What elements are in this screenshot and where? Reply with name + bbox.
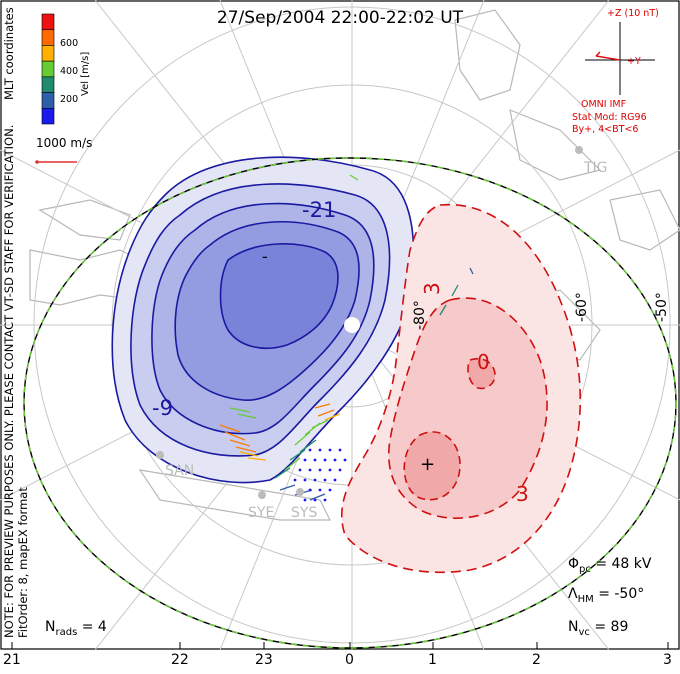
grid-dots: [293, 448, 347, 502]
imf-y-label: +Y: [627, 56, 641, 67]
station-label-sye: SYE: [248, 505, 275, 521]
contour-label-minus9: -9: [152, 396, 173, 420]
colorbar: [41, 13, 55, 125]
negative-min-marker: -: [262, 247, 268, 266]
positive-max-marker: +: [420, 454, 436, 475]
colorbar-swatch: [41, 60, 55, 78]
mlt-label-0: 0: [345, 652, 354, 668]
negative-potential-cell: [111, 156, 415, 484]
scale-vector-origin: [35, 160, 39, 164]
contour-label-plus3-top: 3: [420, 282, 444, 295]
station-label-sys: SYS: [291, 505, 318, 521]
colorbar-label: Vel [m/s]: [80, 51, 91, 96]
fit-note: FitOrder: 8, mapEX format: [16, 487, 30, 638]
colorbar-swatch: [41, 107, 55, 125]
coord-note: MLT coordinates: [2, 7, 16, 100]
mlt-label-2: 2: [532, 652, 541, 668]
contour-label-minus21: -21: [302, 198, 337, 222]
imf-model-1: Stat Mod: RG96: [572, 112, 647, 123]
latitude-label-80: -80°: [412, 300, 428, 330]
imf-source: OMNI IMF: [581, 99, 627, 110]
latitude-label-60: -60°: [574, 292, 590, 322]
positive-potential-cell: [341, 203, 582, 574]
imf-z-label: +Z (10 nT): [607, 8, 659, 19]
mlt-label-21: 21: [3, 652, 21, 668]
boundary-green: [23, 157, 677, 649]
station-label-san: SAN: [165, 463, 195, 479]
imf-dial: [585, 22, 655, 95]
heppner-maynard-boundary: ΛHM = -50°: [568, 586, 645, 605]
mlt-label-3: 3: [663, 652, 672, 668]
colorbar-tick-400: 400: [60, 66, 79, 77]
vector-count: Nvc = 89: [568, 619, 629, 638]
mlt-axis-ticks: [11, 642, 669, 649]
latitude-label-50: -50°: [654, 292, 670, 322]
mlt-label-1: 1: [428, 652, 437, 668]
mlt-label-22: 22: [171, 652, 189, 668]
cross-polar-potential: Φpc = 48 kV: [568, 556, 652, 575]
preview-note: NOTE: FOR PREVIEW PURPOSES ONLY. PLEASE …: [2, 124, 16, 638]
imf-model-2: By+, 4<BT<6: [572, 124, 639, 135]
station-markers: [156, 146, 583, 499]
map-title: 27/Sep/2004 22:00-22:02 UT: [216, 8, 464, 28]
contour-label-0: 0: [477, 350, 490, 374]
colorbar-swatch: [41, 45, 55, 62]
colorbar-swatch: [41, 92, 55, 109]
contour-label-plus3-bottom: 3: [516, 482, 529, 506]
pole-marker: [344, 317, 360, 333]
colorbar-swatch: [41, 76, 55, 93]
mlt-label-23: 23: [255, 652, 273, 668]
scale-vector-label: 1000 m/s: [36, 136, 93, 150]
station-label-tig: TIG: [584, 160, 608, 176]
radar-count: Nrads = 4: [45, 619, 107, 638]
colorbar-tick-200: 200: [60, 94, 79, 105]
colorbar-tick-600: 600: [60, 38, 79, 49]
colorbar-swatch: [41, 29, 55, 46]
